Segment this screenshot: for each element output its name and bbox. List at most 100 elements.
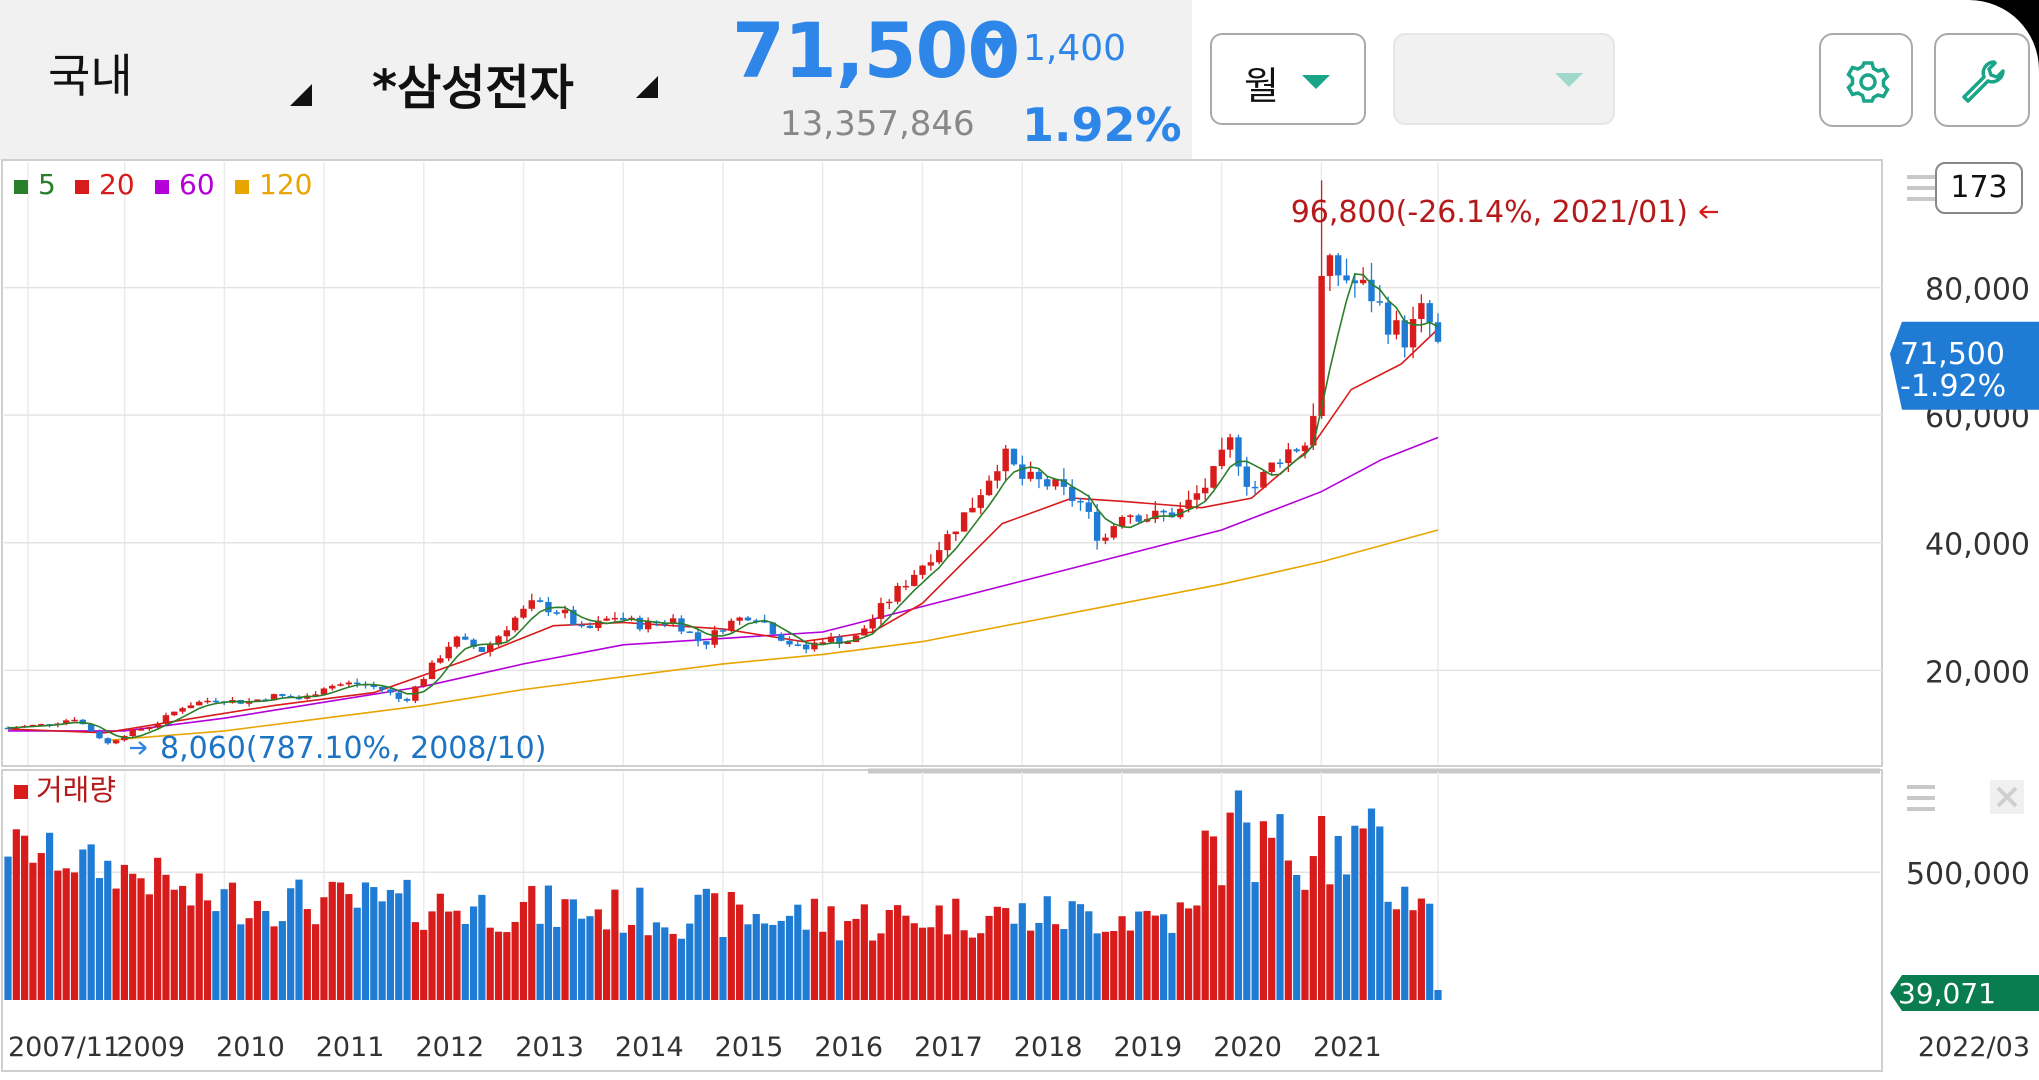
volume-bar xyxy=(453,910,461,1000)
candle-body xyxy=(886,601,893,604)
volume-bar xyxy=(1135,911,1143,1000)
volume-bar xyxy=(885,910,893,1000)
candle-body xyxy=(279,694,286,696)
volume-bar xyxy=(1201,830,1209,1000)
volume-legend-swatch xyxy=(14,785,28,799)
candle-body xyxy=(420,679,427,687)
volume-bar xyxy=(1209,836,1218,1000)
candle-body xyxy=(1118,516,1126,527)
candle-body xyxy=(96,731,103,739)
candle-body xyxy=(295,697,303,700)
volume-bar xyxy=(1151,915,1159,1000)
volume-bar xyxy=(1434,990,1442,1000)
volume-bar xyxy=(910,923,918,1000)
x-tick-label: 2021 xyxy=(1313,1032,1382,1063)
volume-bar xyxy=(1309,856,1317,1000)
volume-bar xyxy=(12,829,20,1000)
high-arrow-icon xyxy=(1699,205,1718,219)
candle-body xyxy=(852,635,860,643)
volume-bar xyxy=(386,889,395,1000)
x-tick-label: 2017 xyxy=(914,1032,983,1063)
candle-body xyxy=(1060,479,1068,487)
candle-body xyxy=(819,642,826,644)
candle-body xyxy=(1285,449,1292,464)
candle-body xyxy=(320,688,328,695)
volume-bar xyxy=(436,893,444,1000)
candle-body xyxy=(495,636,502,645)
volume-bar xyxy=(1417,898,1425,1000)
candle-body xyxy=(503,630,511,637)
candle-body xyxy=(487,644,494,652)
volume-bar xyxy=(661,927,669,1000)
price-panel-frame xyxy=(1,159,1883,767)
candle-body xyxy=(1077,500,1084,503)
candle-body xyxy=(553,612,560,614)
volume-bar xyxy=(170,889,178,1000)
period-select[interactable]: 월 xyxy=(1210,33,1366,125)
candle-body xyxy=(561,609,569,614)
candle-body xyxy=(1110,526,1117,538)
volume-bar xyxy=(902,915,910,1000)
candle-body xyxy=(661,623,669,625)
current-price-tag-change: -1.92% xyxy=(1900,369,2006,404)
candle-body xyxy=(578,624,585,627)
candle-body xyxy=(1393,320,1400,335)
candle-body xyxy=(395,692,402,699)
volume-bar xyxy=(1243,822,1251,1000)
close-icon xyxy=(1990,780,2024,814)
candle-body xyxy=(1243,466,1250,487)
candle-body xyxy=(769,622,777,635)
volume-bar xyxy=(719,936,727,1000)
candle-body xyxy=(1401,320,1408,348)
volume-bar xyxy=(29,862,37,1000)
candle-body xyxy=(777,634,785,641)
candle-body xyxy=(1251,486,1259,489)
market-selector[interactable]: 국내 xyxy=(48,49,133,103)
volume-bar xyxy=(594,909,602,1000)
volume-bar xyxy=(494,931,503,1000)
tools-button[interactable] xyxy=(1934,33,2030,127)
trade-volume: 13,357,846 xyxy=(780,104,975,144)
candle-body xyxy=(827,636,835,643)
secondary-select[interactable] xyxy=(1393,33,1615,125)
candle-body xyxy=(370,685,378,688)
volume-bar xyxy=(844,921,852,1000)
market-dropdown-icon[interactable] xyxy=(290,84,312,106)
candle-body xyxy=(1102,537,1109,541)
candle-body xyxy=(520,608,527,618)
candle-body xyxy=(1202,487,1209,494)
stock-selector[interactable]: *삼성전자 xyxy=(372,60,574,116)
candle-body xyxy=(570,609,577,625)
candle-body xyxy=(794,644,802,646)
candle-count-badge[interactable]: 173 xyxy=(1935,162,2023,214)
volume-bar xyxy=(345,894,353,1000)
stock-dropdown-icon[interactable] xyxy=(636,76,658,98)
candle-body xyxy=(403,698,411,701)
candle-body xyxy=(204,700,211,703)
volume-bar xyxy=(1010,923,1018,1000)
volume-bar xyxy=(353,907,361,1000)
volume-bar xyxy=(129,873,137,1000)
candle-body xyxy=(428,662,436,680)
candle-body xyxy=(1268,462,1275,473)
volume-bar xyxy=(943,934,952,1000)
y-tick-label: 40,000 xyxy=(1925,528,2030,563)
volume-bar xyxy=(1176,902,1184,1000)
volume-bar xyxy=(1409,910,1417,1000)
candle-body xyxy=(1210,466,1217,488)
candle-body xyxy=(802,644,810,650)
volume-bar xyxy=(611,889,619,1000)
volume-bar xyxy=(952,898,960,1000)
candle-body xyxy=(1135,515,1142,522)
low-arrow-icon xyxy=(130,741,147,755)
volume-bar xyxy=(636,887,644,1000)
volume-bar xyxy=(561,899,569,1000)
candle-body xyxy=(353,682,361,685)
candle-body xyxy=(1185,499,1192,509)
settings-button[interactable] xyxy=(1819,33,1913,127)
volume-bar xyxy=(1293,874,1301,1000)
candle-body xyxy=(1068,486,1076,501)
volume-bar xyxy=(21,835,29,1000)
x-tick-label: 2016 xyxy=(814,1032,883,1063)
